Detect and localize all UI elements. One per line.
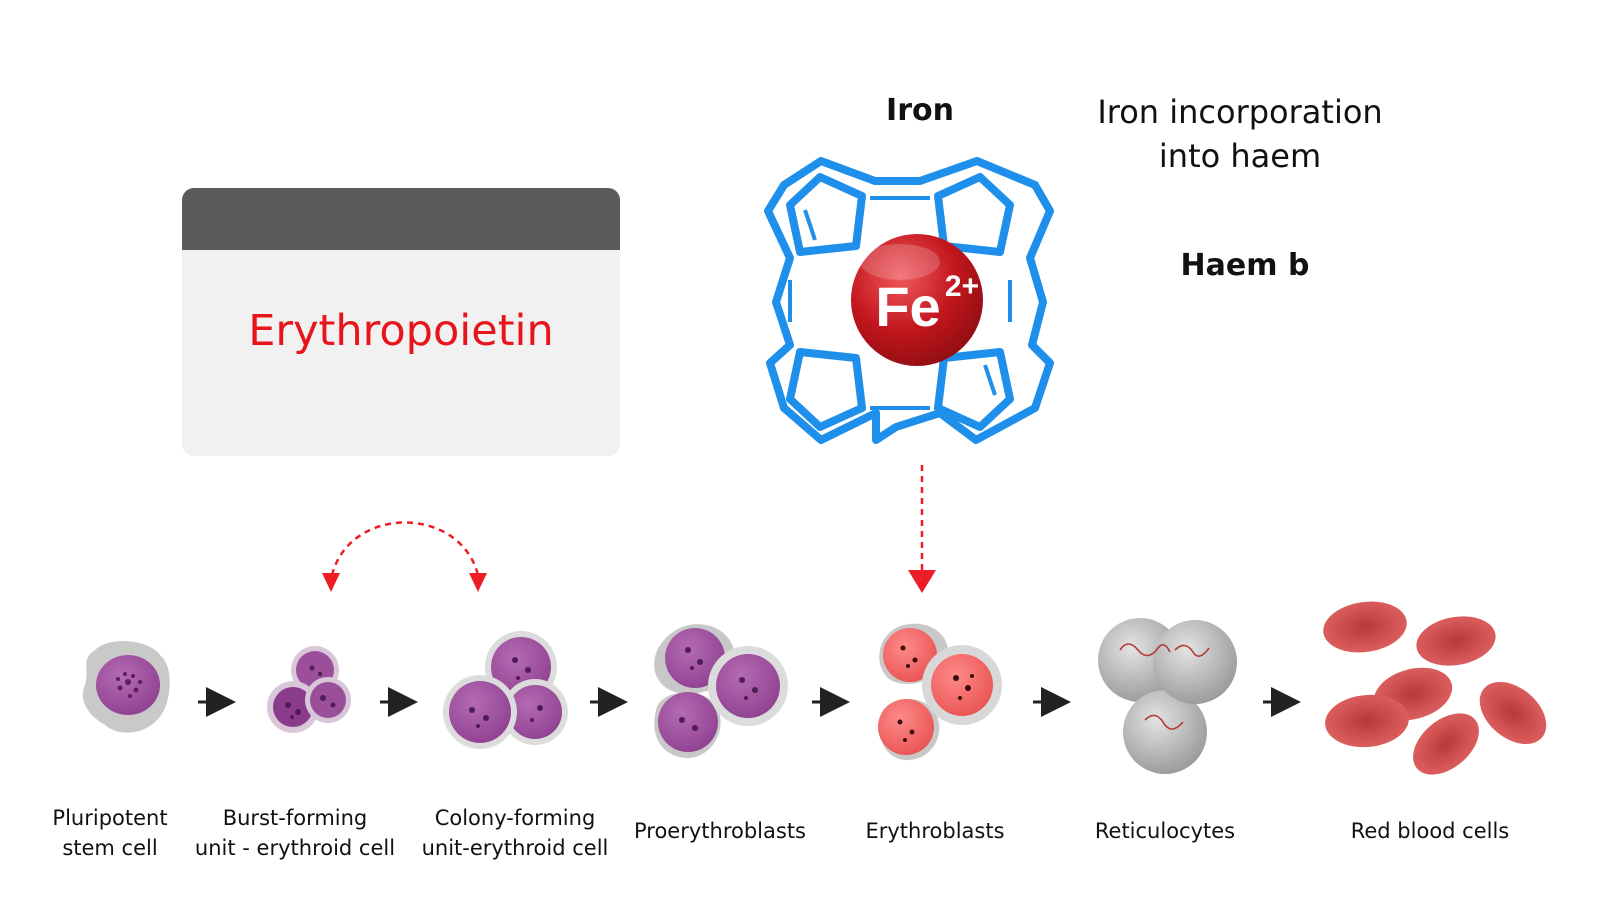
haem-porphyrin-ring: [764, 157, 1054, 444]
stage-label-proerythroblasts: Proerythroblasts: [633, 819, 806, 843]
stage-label-pluripotent: Pluripotent stem cell: [52, 806, 168, 860]
red-blood-cells-graphic: [1323, 601, 1547, 775]
erythropoietin-card: Erythropoietin: [182, 188, 620, 456]
proerythroblast-graphic: [654, 624, 788, 759]
stage-label-erythroblasts: Erythroblasts: [865, 819, 1005, 843]
pluripotent-stem-cell-graphic: [82, 640, 170, 733]
stage-label-red-blood-cells: Red blood cells: [1350, 819, 1510, 843]
erythroblast-graphic: [878, 623, 1002, 761]
iron-ion-ball: Fe 2+: [851, 234, 983, 366]
haem-b-title: Haem b: [1180, 248, 1310, 283]
stage-label-reticulocytes: Reticulocytes: [1094, 819, 1236, 843]
reticulocyte-graphic: [1098, 618, 1237, 774]
stage-label-bfu-e: Burst-forming unit - erythroid cell: [194, 806, 396, 860]
haem-double-bonds: [788, 196, 1012, 410]
bfu-cfu-feedback-arrow: [322, 521, 487, 592]
iron-title: Iron: [886, 93, 954, 128]
bfu-e-cell-graphic: [267, 646, 351, 733]
iron-ion-charge: 2+: [945, 270, 979, 303]
iron-ion-symbol: Fe: [875, 275, 940, 338]
iron-incorporation-text: Iron incorporation into haem: [1097, 93, 1383, 175]
erythropoietin-label: Erythropoietin: [248, 306, 554, 356]
iron-to-erythroblast-arrow: [908, 465, 936, 593]
cfu-e-cell-graphic: [443, 631, 568, 749]
stage-label-cfu-e: Colony-forming unit-erythroid cell: [421, 806, 609, 860]
card-header-bar: [182, 188, 620, 250]
